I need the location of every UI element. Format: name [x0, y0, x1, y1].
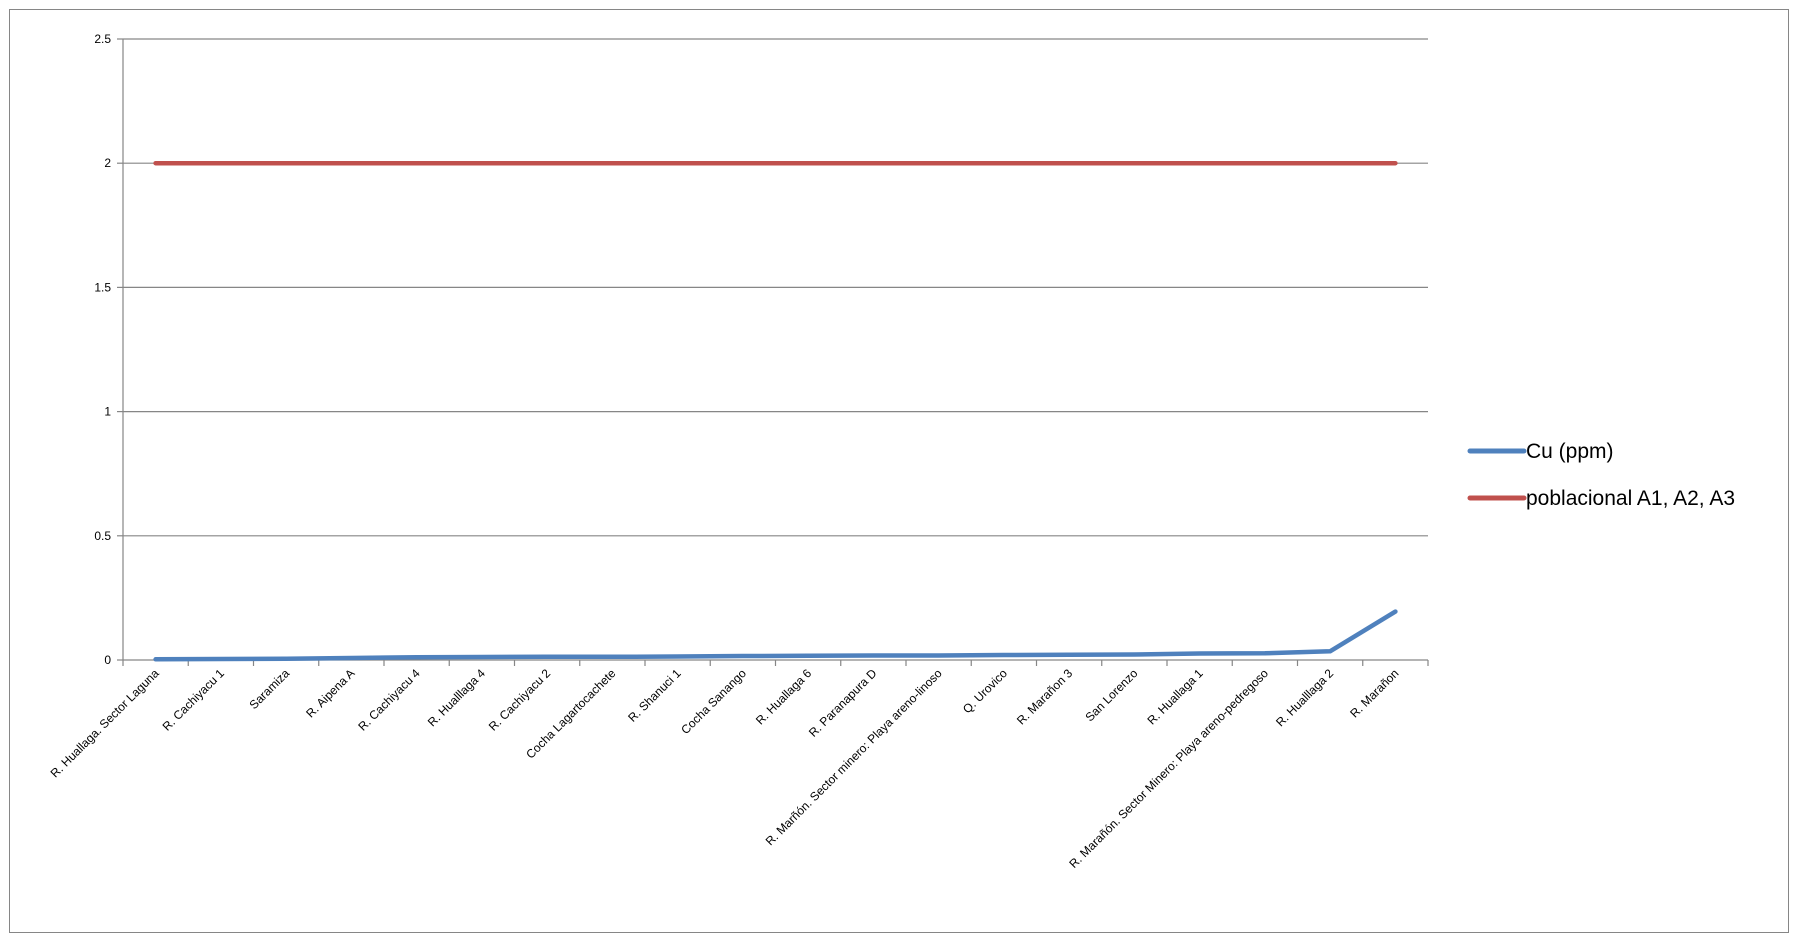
legend: Cu (ppm) poblacional A1, A2, A3 [1467, 440, 1735, 510]
axes [117, 38, 1429, 666]
x-tick-label: R. Huallaga 6 [753, 666, 815, 728]
y-tick-label: 2.5 [94, 32, 111, 46]
x-tick-label: R. Hualllaga 2 [1273, 666, 1336, 729]
x-tick-label: R. Marañon [1347, 666, 1401, 720]
x-tick-label: Q. Urovico [960, 666, 1010, 716]
x-tick-label: R. Cachiyacu 2 [486, 666, 554, 734]
x-tick-label: R. Marañon 3 [1014, 666, 1076, 728]
gridlines [123, 38, 1428, 537]
x-tick-label: R. Aipena A [303, 666, 357, 720]
series-lines [153, 160, 1398, 662]
y-tick-label: 0.5 [94, 529, 111, 543]
y-tick-label: 0 [104, 653, 111, 667]
series-line [153, 609, 1398, 662]
x-tick-label: R. Cachiyacu 4 [355, 666, 423, 734]
legend-label: Cu (ppm) [1526, 440, 1614, 463]
x-tick-label: R. Shanuci 1 [625, 666, 684, 725]
x-tick-label: Saramiza [247, 666, 293, 712]
y-tick-label: 1.5 [94, 280, 111, 294]
x-tick-label: R. Huallaga 1 [1144, 666, 1206, 728]
x-tick-label: R. Paranapura D [806, 666, 880, 740]
x-tick-label: San Lorenzo [1082, 666, 1140, 724]
legend-label: poblacional A1, A2, A3 [1526, 487, 1735, 510]
x-tick-label: R. Huallaga. Sector Laguna [48, 666, 162, 780]
y-axis-tick-labels: 0 0.5 1 1.5 2 2.5 [94, 32, 111, 667]
x-tick-label: R. Cachiyacu 1 [160, 666, 228, 734]
x-tick-label: Cocha Sanango [678, 666, 749, 737]
x-tick-label: R. Hualllaga 4 [425, 666, 488, 729]
y-tick-label: 1 [104, 405, 111, 419]
y-tick-label: 2 [104, 156, 111, 170]
